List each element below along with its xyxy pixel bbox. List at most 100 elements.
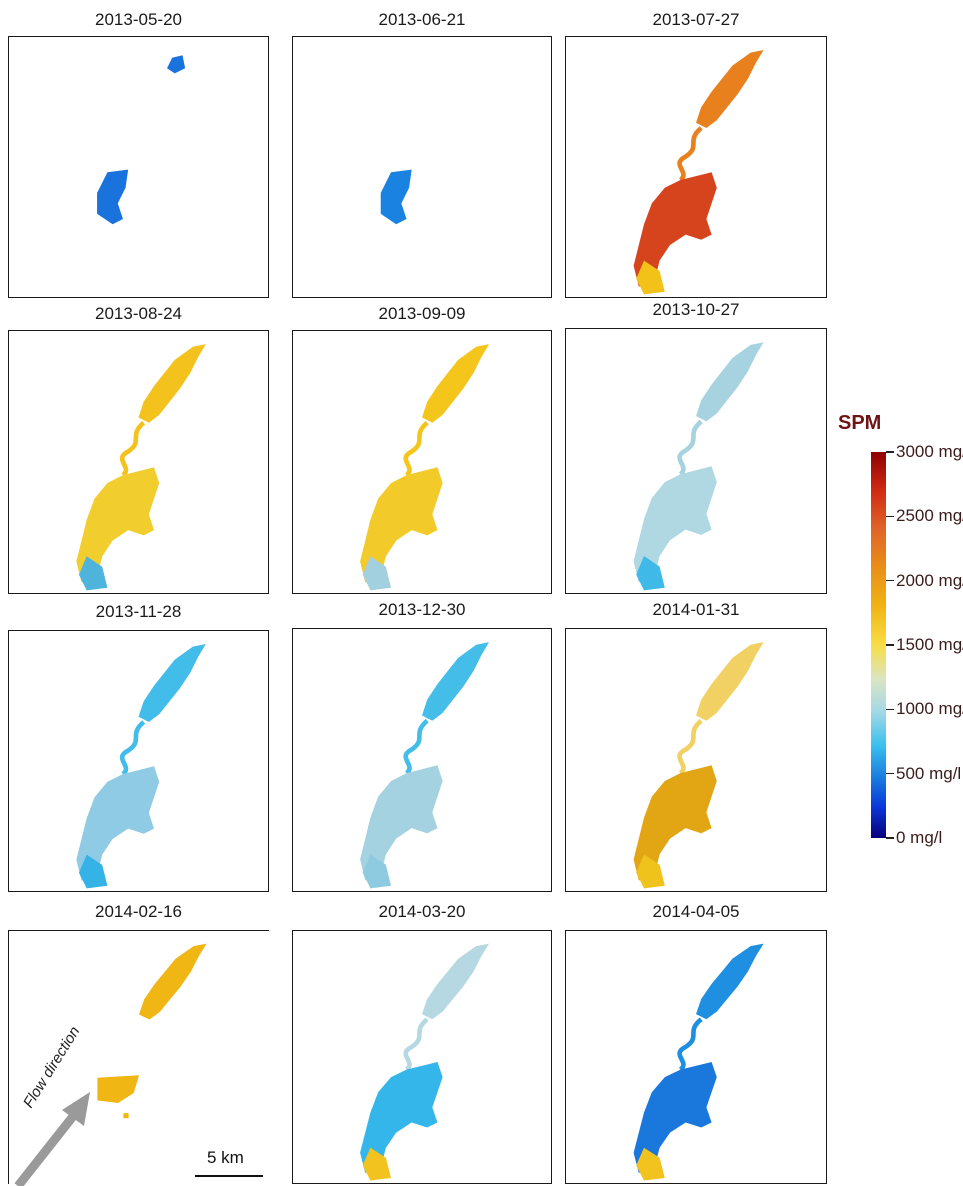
map-panel: 2013-08-24 [8, 300, 269, 595]
legend-tick [886, 708, 894, 711]
river-reach-lower [97, 169, 129, 225]
legend-tick-label: 3000 mg/l [896, 442, 963, 461]
river-reach-lower [633, 1062, 717, 1173]
map-panel: 2013-12-30 [292, 600, 552, 895]
river-reach-upper [422, 943, 490, 1020]
panel-date: 2013-05-20 [95, 10, 182, 29]
river-reach-lower [380, 169, 412, 225]
legend-tick [886, 515, 894, 518]
river-map [76, 644, 206, 889]
river-reach-lower [360, 467, 443, 583]
panel-date: 2013-12-30 [378, 600, 466, 619]
river-map [97, 943, 207, 1119]
panel-date: 2013-09-09 [378, 304, 466, 323]
map-panel: 2014-04-05 [565, 900, 827, 1186]
colorbar [871, 452, 886, 838]
legend-tick-label: 2000 mg/l [896, 570, 963, 590]
panel-date: 2014-02-16 [95, 902, 182, 921]
map-panel: 2014-01-31 [565, 600, 827, 895]
river-reach-upper [139, 943, 207, 1020]
river-reach-lower [76, 766, 160, 881]
legend-tick [886, 837, 894, 839]
map-frame [8, 630, 269, 892]
river-tail [636, 556, 665, 591]
river-map [76, 344, 206, 591]
river-reach-upper [696, 642, 764, 721]
river-tail [362, 1147, 392, 1181]
legend-tick-label: 2500 mg/l [896, 506, 963, 526]
panel-date: 2013-07-27 [652, 10, 740, 29]
river-reach-lower [76, 467, 160, 583]
river-tail [362, 556, 392, 591]
river-channel [119, 420, 146, 477]
panel-date: 2014-04-05 [652, 902, 740, 921]
legend-tick-label: 1000 mg/l [896, 699, 963, 719]
river-map [633, 342, 764, 591]
river-reach-upper [696, 50, 764, 128]
river-channel [403, 718, 429, 775]
legend-tick [886, 579, 894, 582]
panel-date: 2013-11-28 [95, 602, 182, 621]
map-frame [292, 628, 552, 892]
river-reach-upper [422, 344, 490, 423]
river-map [360, 642, 490, 889]
map-panel: 2013-11-28 [8, 600, 269, 895]
river-reach-upper [696, 342, 764, 422]
legend-title: SPM [838, 412, 882, 434]
river-channel [677, 1017, 703, 1072]
river-reach-lower [633, 172, 717, 287]
panel-date: 2013-08-24 [95, 304, 182, 323]
map-panel: 2014-03-20 [292, 900, 552, 1186]
map-panel: 2013-07-27 [565, 0, 827, 300]
panel-date: 2013-06-21 [378, 10, 466, 29]
legend-tick-label: 0 mg/l [896, 828, 943, 847]
river-tail [636, 854, 665, 889]
map-frame [565, 628, 827, 892]
river-channel [677, 419, 703, 477]
river-reach-lower [97, 1075, 139, 1104]
river-map [360, 344, 490, 591]
panel-date: 2013-10-27 [652, 300, 740, 319]
map-frame [565, 328, 827, 594]
river-channel [677, 126, 703, 182]
map-frame [8, 330, 269, 594]
map-panel: 2013-06-21 [292, 0, 552, 300]
legend-tick [886, 451, 894, 453]
river-reach-upper [166, 55, 186, 74]
river-tail [362, 854, 392, 889]
map-frame [565, 930, 827, 1184]
river-map [633, 50, 764, 295]
map-frame [292, 330, 552, 594]
river-map [633, 642, 764, 889]
panel-date: 2014-03-20 [378, 902, 466, 921]
flow-arrow-icon [14, 1092, 90, 1186]
river-tail [636, 260, 665, 295]
map-panel: 2013-05-20 [8, 0, 269, 300]
river-tail [78, 556, 108, 591]
map-frame [565, 36, 827, 298]
river-map [633, 943, 764, 1181]
river-tail [78, 854, 108, 889]
river-map [380, 169, 412, 225]
legend-tick-label: 1500 mg/l [896, 635, 963, 654]
map-panel: 2013-09-09 [292, 300, 552, 595]
map-frame [292, 930, 552, 1184]
river-reach-upper [138, 344, 206, 423]
legend-tick [886, 772, 894, 775]
river-map [97, 55, 186, 225]
river-reach-upper [696, 943, 764, 1020]
river-reach-lower [633, 765, 717, 881]
river-reach-lower [360, 765, 443, 881]
scale-bar-label: 5 km [207, 1148, 244, 1167]
scale-bar [195, 1175, 263, 1177]
river-channel [403, 1017, 429, 1072]
river-reach-lower [633, 466, 717, 583]
river-channel [119, 720, 146, 776]
legend-tick-label: 500 mg/l [896, 763, 962, 783]
river-channel [403, 420, 429, 477]
legend-tick [886, 644, 894, 646]
river-channel [677, 718, 703, 775]
map-panel: 2013-10-27 [565, 300, 827, 595]
river-reach-upper [138, 644, 206, 722]
river-tail [636, 1147, 665, 1181]
